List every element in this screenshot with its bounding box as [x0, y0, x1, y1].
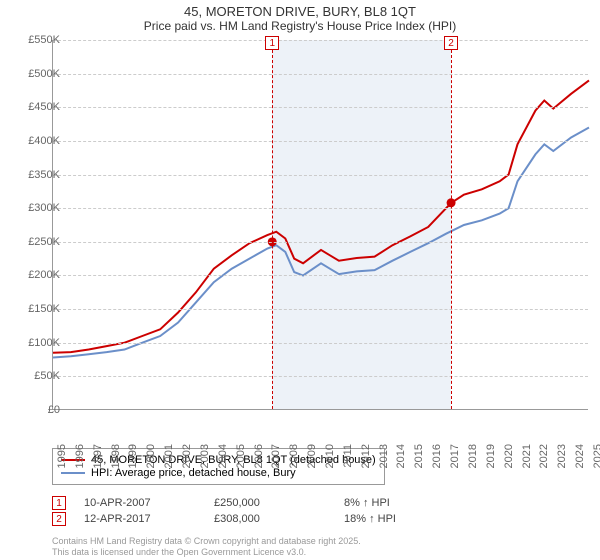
y-axis-label: £300K	[10, 202, 60, 214]
legend-swatch	[61, 472, 85, 474]
y-axis-label: £50K	[10, 370, 60, 382]
sales-row-price: £250,000	[214, 497, 344, 509]
x-axis-label: 1999	[127, 444, 139, 468]
sales-row-delta: 18% ↑ HPI	[344, 513, 474, 525]
x-axis-label: 2015	[413, 444, 425, 468]
x-axis-label: 2006	[253, 444, 265, 468]
sales-row-marker: 2	[52, 512, 66, 526]
x-axis-label: 2005	[235, 444, 247, 468]
x-axis-label: 1995	[56, 444, 68, 468]
sale-marker-badge: 1	[265, 36, 279, 50]
attribution-text: Contains HM Land Registry data © Crown c…	[52, 536, 361, 558]
x-axis-label: 2016	[431, 444, 443, 468]
sales-table-row: 1 10-APR-2007£250,0008% ↑ HPI	[52, 496, 474, 510]
y-axis-label: £200K	[10, 269, 60, 281]
x-axis-label: 2009	[306, 444, 318, 468]
x-axis-label: 2017	[449, 444, 461, 468]
x-axis-label: 1998	[110, 444, 122, 468]
sales-row-delta: 8% ↑ HPI	[344, 497, 474, 509]
x-axis-label: 2010	[324, 444, 336, 468]
legend-label: HPI: Average price, detached house, Bury	[91, 467, 296, 479]
gridline-h	[53, 376, 588, 377]
x-axis-label: 2013	[378, 444, 390, 468]
y-axis-label: £400K	[10, 135, 60, 147]
x-axis-label: 2001	[163, 444, 175, 468]
x-axis-label: 2008	[288, 444, 300, 468]
sales-table-row: 2 12-APR-2017£308,00018% ↑ HPI	[52, 512, 474, 526]
attribution-line2: This data is licensed under the Open Gov…	[52, 547, 361, 558]
x-axis-label: 2012	[360, 444, 372, 468]
gridline-h	[53, 141, 588, 142]
x-axis-label: 2003	[199, 444, 211, 468]
title-address: 45, MORETON DRIVE, BURY, BL8 1QT	[0, 4, 600, 19]
sale-marker-line	[451, 40, 452, 409]
series-line-property	[53, 80, 589, 352]
y-axis-label: £500K	[10, 68, 60, 80]
gridline-h	[53, 74, 588, 75]
chart-title: 45, MORETON DRIVE, BURY, BL8 1QT Price p…	[0, 0, 600, 35]
x-axis-label: 2011	[342, 444, 354, 468]
gridline-h	[53, 275, 588, 276]
attribution-line1: Contains HM Land Registry data © Crown c…	[52, 536, 361, 547]
y-axis-label: £450K	[10, 101, 60, 113]
gridline-h	[53, 107, 588, 108]
x-axis-label: 2021	[521, 444, 533, 468]
chart-plot-area: 12	[52, 40, 588, 410]
y-axis-label: £350K	[10, 169, 60, 181]
y-axis-label: £150K	[10, 303, 60, 315]
y-axis-label: £0	[10, 404, 60, 416]
sale-marker-badge: 2	[444, 36, 458, 50]
x-axis-label: 1997	[92, 444, 104, 468]
x-axis-label: 2023	[556, 444, 568, 468]
x-axis-label: 2019	[485, 444, 497, 468]
gridline-h	[53, 309, 588, 310]
sales-row-price: £308,000	[214, 513, 344, 525]
sales-row-date: 12-APR-2017	[84, 513, 214, 525]
sales-table: 1 10-APR-2007£250,0008% ↑ HPI 2 12-APR-2017…	[52, 494, 474, 528]
sale-marker-line	[272, 40, 273, 409]
gridline-h	[53, 40, 588, 41]
gridline-h	[53, 175, 588, 176]
x-axis-label: 2020	[503, 444, 515, 468]
x-axis-label: 2004	[217, 444, 229, 468]
root: 45, MORETON DRIVE, BURY, BL8 1QT Price p…	[0, 0, 600, 560]
gridline-h	[53, 242, 588, 243]
x-axis-label: 2002	[181, 444, 193, 468]
x-axis-label: 2022	[538, 444, 550, 468]
x-axis-label: 2018	[467, 444, 479, 468]
x-axis-label: 2014	[395, 444, 407, 468]
x-axis-label: 2025	[592, 444, 600, 468]
x-axis-label: 2007	[270, 444, 282, 468]
gridline-h	[53, 343, 588, 344]
y-axis-label: £550K	[10, 34, 60, 46]
x-axis-label: 2024	[574, 444, 586, 468]
y-axis-label: £250K	[10, 236, 60, 248]
sales-row-marker: 1	[52, 496, 66, 510]
chart-svg	[53, 40, 589, 410]
gridline-h	[53, 208, 588, 209]
sales-row-date: 10-APR-2007	[84, 497, 214, 509]
x-axis-label: 1996	[74, 444, 86, 468]
y-axis-label: £100K	[10, 337, 60, 349]
legend-item: HPI: Average price, detached house, Bury	[61, 467, 376, 479]
title-subtitle: Price paid vs. HM Land Registry's House …	[0, 19, 600, 33]
x-axis-label: 2000	[145, 444, 157, 468]
